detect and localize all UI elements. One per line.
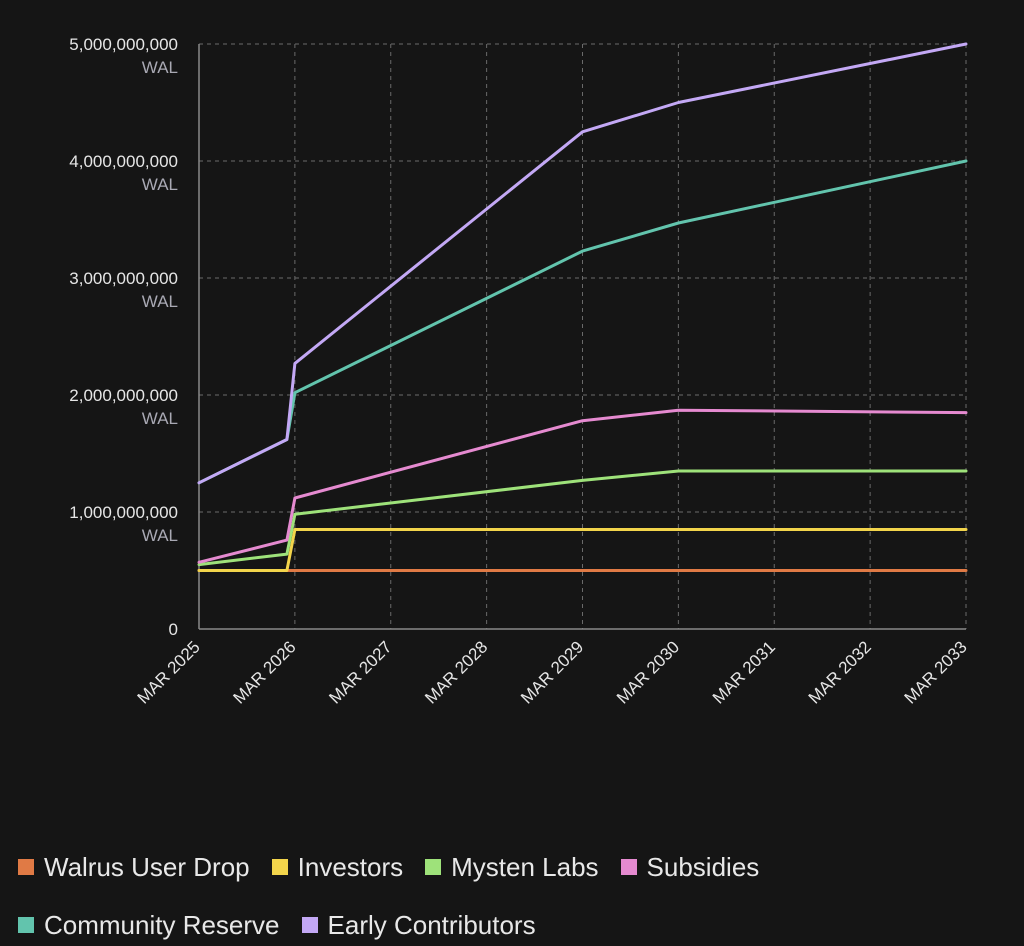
x-tick-label: MAR 2027 <box>325 637 395 707</box>
legend-item-early-contributors[interactable]: Early Contributors <box>301 909 536 940</box>
legend-label: Mysten Labs <box>451 851 599 882</box>
legend-label: Investors <box>297 851 404 882</box>
legend-swatch <box>425 859 442 875</box>
legend-item-community-reserve[interactable]: Community Reserve <box>18 910 280 940</box>
y-tick-label: 0 <box>169 620 178 639</box>
x-tick-label: MAR 2030 <box>613 637 683 707</box>
legend-label: Community Reserve <box>44 909 280 940</box>
y-axis-ticks: 0 1,000,000,000 WAL 2,000,000,000 WAL 3,000,0… <box>69 35 178 639</box>
legend-label: Early Contributors <box>327 909 536 940</box>
y-tick-label: 4,000,000,000 <box>69 152 178 171</box>
x-tick-label: MAR 2032 <box>805 637 875 707</box>
series-lines <box>197 42 968 572</box>
legend-label: Walrus User Drop <box>44 851 250 882</box>
y-tick-label: 5,000,000,000 <box>69 35 178 54</box>
legend-swatch <box>271 859 288 875</box>
legend-label: Subsidies <box>646 851 760 882</box>
series-line-subsidies <box>197 408 968 564</box>
legend-swatch <box>18 859 34 875</box>
series-line-early-contributors <box>197 42 968 485</box>
legend-item-walrus-user-drop[interactable]: Walrus User Drop <box>18 852 250 882</box>
y-tick-unit: WAL <box>142 409 178 428</box>
x-tick-label: MAR 2029 <box>517 637 587 707</box>
x-tick-label: MAR 2031 <box>709 637 779 707</box>
series-line-community-reserve <box>197 159 968 485</box>
x-axis-ticks: MAR 2025 MAR 2026 MAR 2027 MAR 2028 MAR 2029… <box>134 637 971 707</box>
y-tick-unit: WAL <box>142 526 178 545</box>
legend-item-mysten-labs[interactable]: Mysten Labs <box>425 851 599 882</box>
grid-lines <box>199 43 967 629</box>
legend-swatch <box>301 917 318 933</box>
y-tick-unit: WAL <box>142 175 178 194</box>
x-tick-label: MAR 2026 <box>229 637 299 707</box>
legend-item-subsidies[interactable]: Subsidies <box>620 851 760 882</box>
legend-item-investors[interactable]: Investors <box>271 851 404 882</box>
x-tick-label: MAR 2028 <box>421 637 491 707</box>
legend-swatch <box>18 917 34 933</box>
series-line-investors <box>197 528 968 572</box>
legend-swatch <box>620 859 637 875</box>
y-tick-label: 1,000,000,000 <box>69 503 178 522</box>
token-unlock-chart: 0 1,000,000,000 WAL 2,000,000,000 WAL 3,000,0… <box>69 35 971 708</box>
y-tick-unit: WAL <box>142 58 178 77</box>
x-tick-label: MAR 2025 <box>134 637 204 707</box>
x-tick-label: MAR 2033 <box>901 637 971 707</box>
legend: Walrus User Drop Investors Mysten Labs S… <box>18 852 1008 940</box>
axes <box>198 44 966 630</box>
y-tick-unit: WAL <box>142 292 178 311</box>
y-tick-label: 3,000,000,000 <box>69 269 178 288</box>
y-tick-label: 2,000,000,000 <box>69 386 178 405</box>
series-line-mysten-labs <box>197 469 968 567</box>
